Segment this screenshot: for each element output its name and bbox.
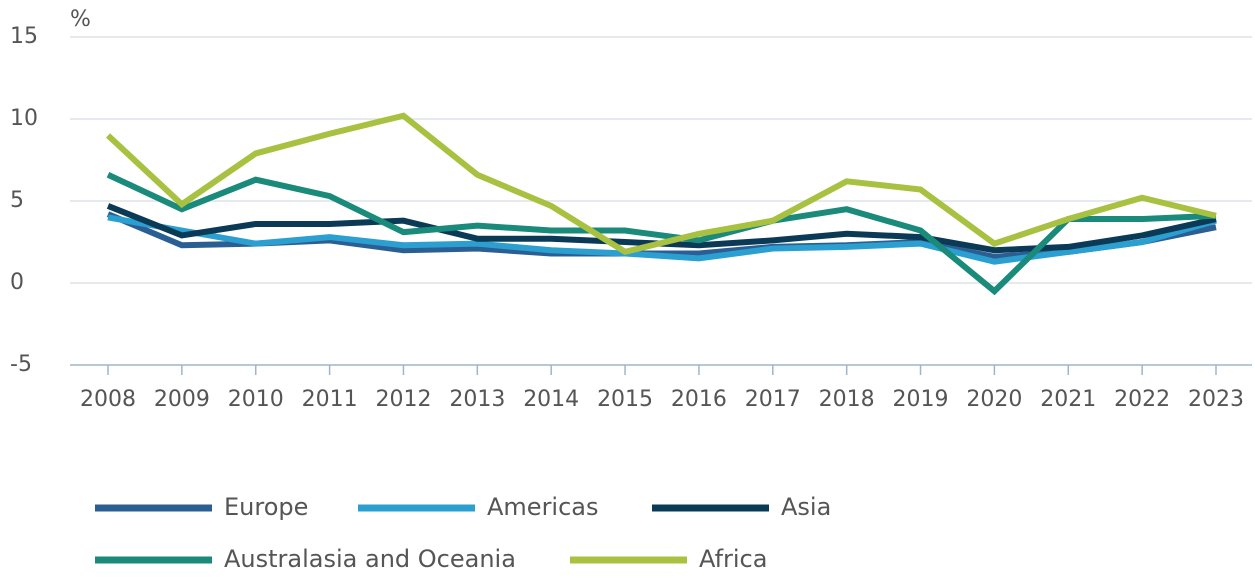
x-tick-label: 2023 — [1188, 387, 1244, 412]
legend-label: Australasia and Oceania — [224, 545, 516, 573]
x-tick-label: 2014 — [523, 387, 579, 412]
x-tick-label: 2018 — [819, 387, 875, 412]
x-tick-label: 2008 — [80, 387, 136, 412]
legend-label: Europe — [224, 493, 308, 521]
y-tick-label: 0 — [10, 270, 24, 295]
x-tick-label: 2013 — [449, 387, 505, 412]
x-tick-label: 2010 — [228, 387, 284, 412]
x-tick-label: 2017 — [745, 387, 801, 412]
x-tick-label: 2012 — [375, 387, 431, 412]
legend-label: Americas — [487, 493, 599, 521]
x-tick-label: 2021 — [1040, 387, 1096, 412]
x-tick-label: 2022 — [1114, 387, 1170, 412]
y-tick-label: -5 — [10, 352, 32, 377]
x-tick-label: 2020 — [966, 387, 1022, 412]
legend-label: Africa — [699, 545, 767, 573]
legend-label: Asia — [781, 493, 831, 521]
y-tick-label: 5 — [10, 188, 24, 213]
x-tick-label: 2009 — [154, 387, 210, 412]
x-tick-label: 2016 — [671, 387, 727, 412]
y-tick-label: 15 — [10, 24, 38, 49]
y-tick-label: 10 — [10, 106, 38, 131]
x-tick-label: 2019 — [893, 387, 949, 412]
line-series — [106, 172, 1217, 296]
line-series — [105, 112, 1217, 256]
x-tick-label: 2015 — [597, 387, 653, 412]
x-tick-label: 2011 — [302, 387, 358, 412]
y-axis-label: % — [70, 7, 91, 32]
